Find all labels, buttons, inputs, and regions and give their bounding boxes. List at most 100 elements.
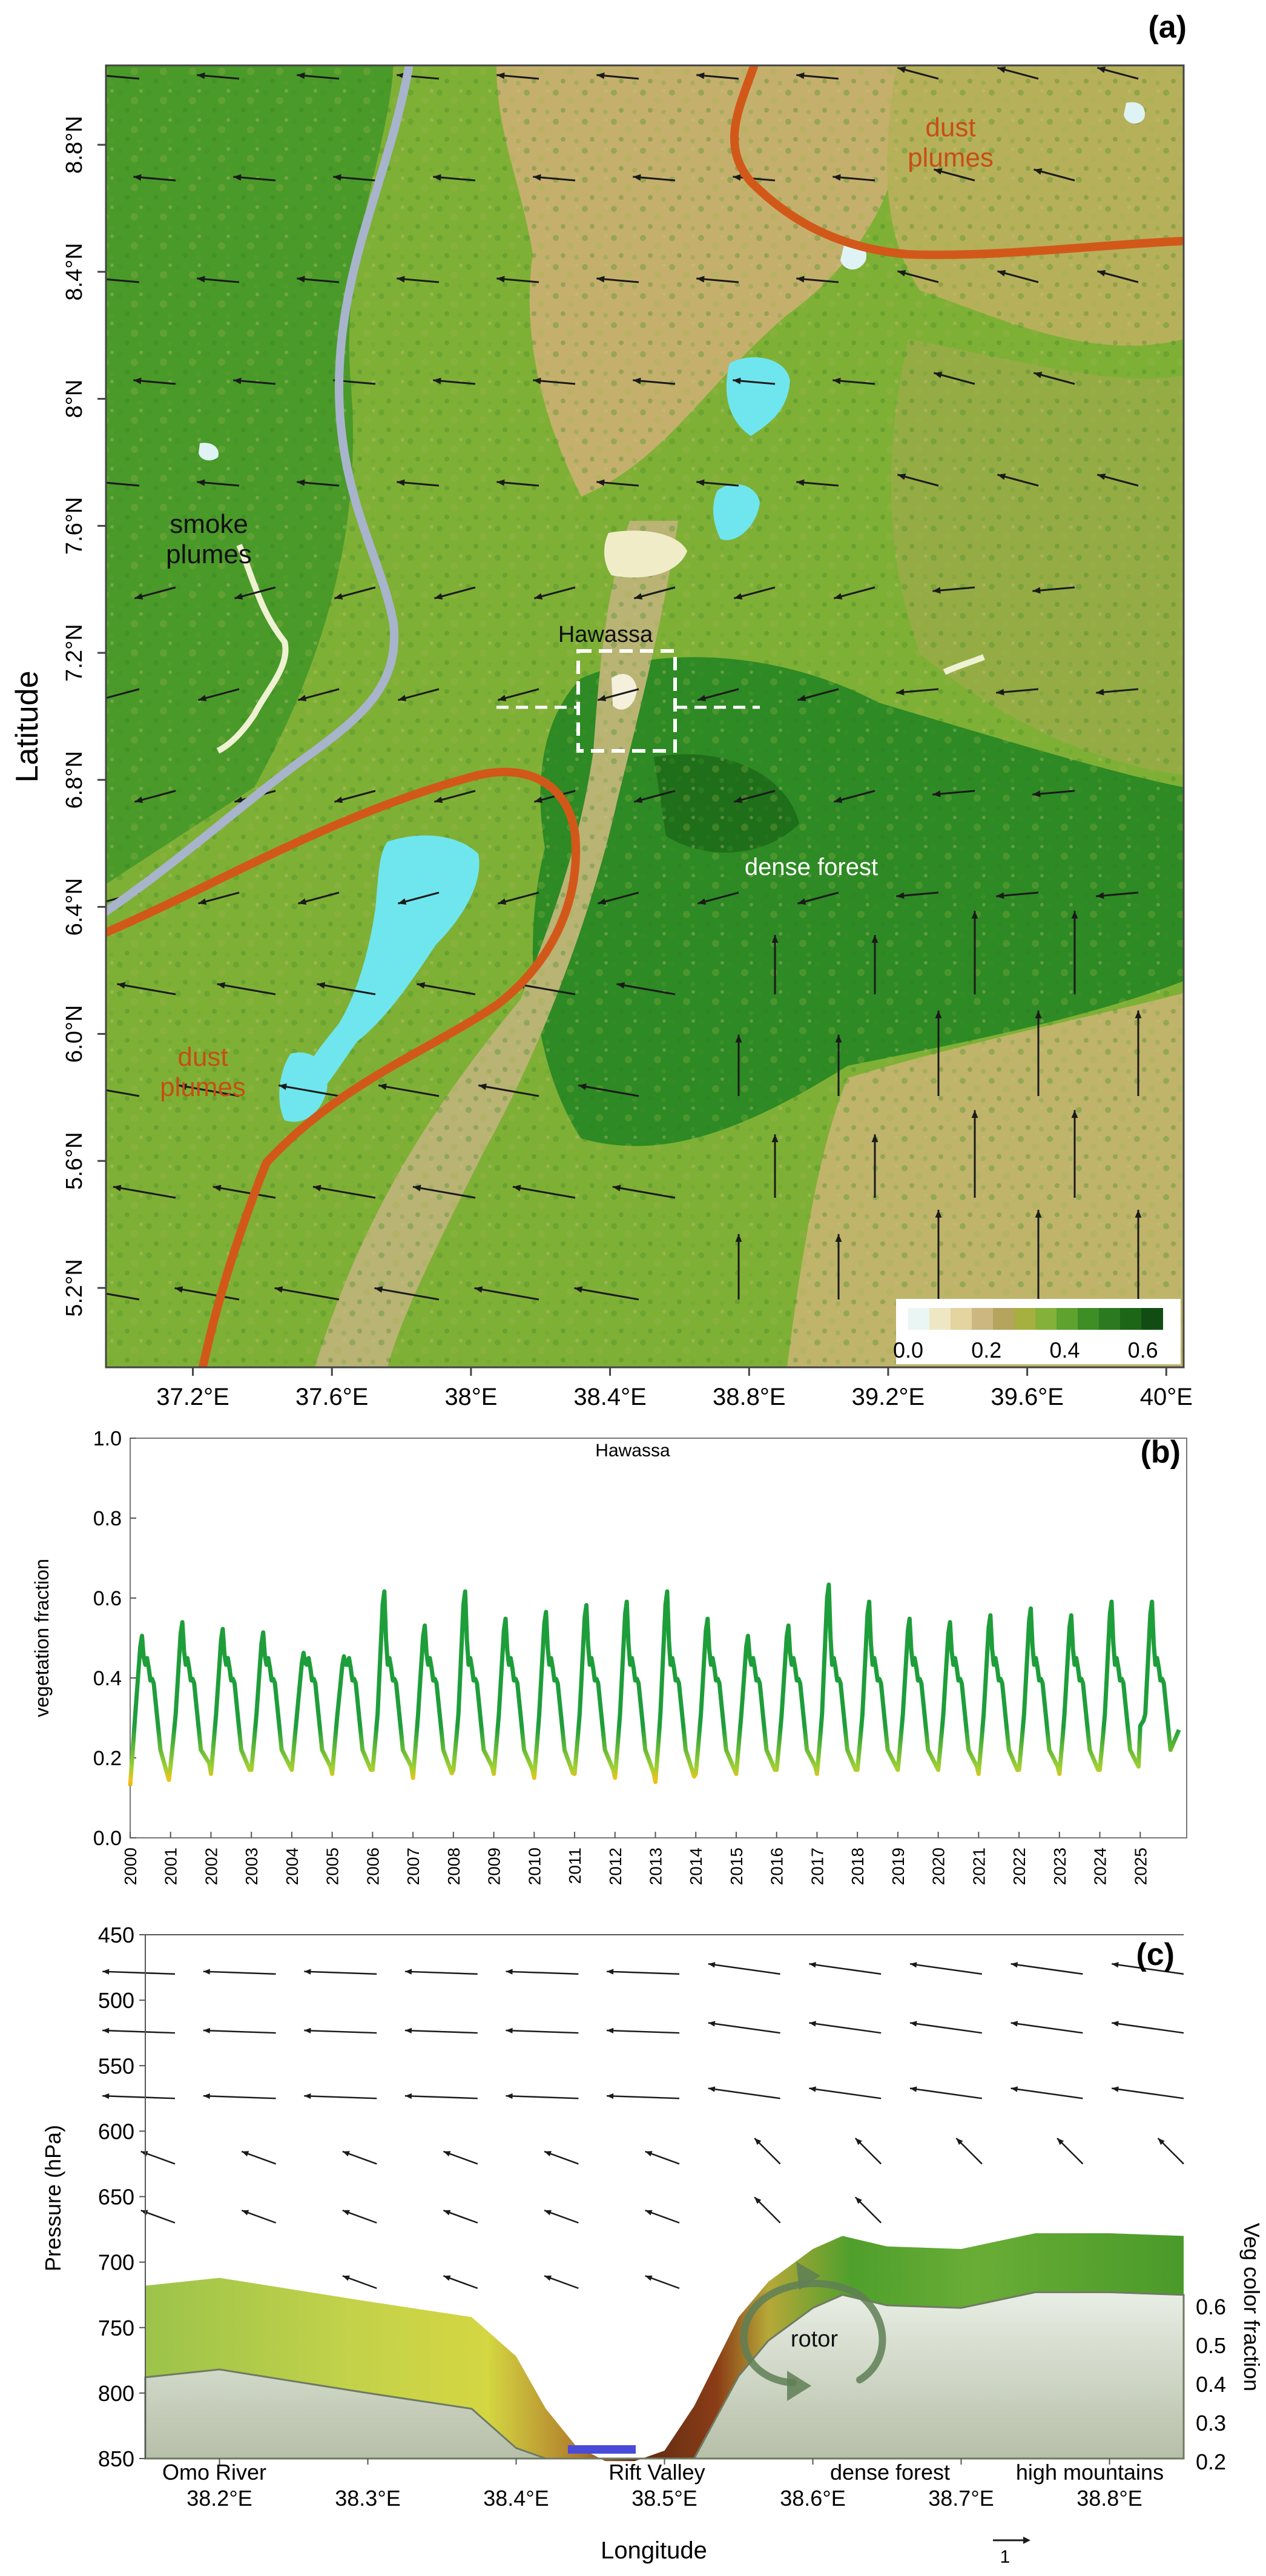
- wind-arrow: [574, 1287, 639, 1301]
- wind-arrowhead: [334, 593, 343, 600]
- wind-arrowhead: [374, 1286, 383, 1293]
- wind-arrowhead: [312, 1184, 321, 1192]
- cross-section-wind-arrowhead: [645, 2151, 653, 2157]
- wind-arrowhead: [412, 1184, 421, 1192]
- wind-arrow: [106, 278, 140, 283]
- cross-section-wind-arrow: [1111, 1963, 1184, 1975]
- wind-arrowhead: [179, 1083, 187, 1091]
- dust-plumes-label-south: dust plumes: [160, 1042, 246, 1102]
- latitude-ticks: 8.8°N 8.4°N 8°N 7.6°N 7.2°N 6.8°N 6.4°N 6.0°N 5.…: [62, 116, 106, 1317]
- cross-section-wind-arrowhead: [506, 2093, 513, 2099]
- cross-section-wind-arrow: [102, 1970, 176, 1975]
- wind-arrowhead: [1034, 168, 1043, 175]
- longitude-tick-label: 38.6°E: [780, 2486, 845, 2511]
- veg-fraction-tick-label: 0.2: [1196, 2449, 1226, 2474]
- timeseries-ytick-label: 1.0: [93, 1427, 122, 1450]
- wind-arrow: [178, 1084, 240, 1097]
- longitude-ticks-c: 38.2°E 38.3°E 38.4°E 38.5°E 38.6°E 38.7°E 38.8…: [186, 2459, 1142, 2511]
- wind-arrow: [312, 1186, 376, 1199]
- wind-arrowhead: [733, 174, 741, 181]
- rotor-arc: [740, 2280, 886, 2386]
- veg-fraction-tick-label: 0.5: [1196, 2333, 1226, 2358]
- longitude-tick-label: 38.8°E: [1076, 2486, 1142, 2511]
- wind-arrow: [474, 1287, 539, 1301]
- timeseries-ytick-label: 0.8: [93, 1507, 122, 1530]
- wind-arrow: [174, 1287, 240, 1301]
- wind-arrowhead: [897, 269, 906, 277]
- timeseries-xtick-label: 2003: [242, 1848, 261, 1885]
- lon-tick-label: 38.8°E: [713, 1384, 786, 1410]
- cross-section-wind-arrowhead: [1057, 2138, 1064, 2145]
- wind-arrowhead: [971, 910, 978, 919]
- cross-section-wind-arrowhead: [855, 2138, 862, 2145]
- panel-c-ylabel2: Veg color fraction: [1239, 2223, 1264, 2391]
- cross-section-wind-arrowhead: [102, 2027, 110, 2034]
- lon-tick-label: 39.6°E: [991, 1384, 1064, 1410]
- dust-boundary-south: [106, 767, 581, 1367]
- timeseries-xtick-label: 2014: [687, 1848, 705, 1885]
- cross-section-wind-arrowhead: [1112, 2086, 1119, 2092]
- cross-section-wind-arrowhead: [909, 1962, 917, 1968]
- panel-c-label: (c): [1136, 1937, 1175, 1972]
- colorbar-swatch: [1141, 1308, 1163, 1330]
- lon-tick-label: 37.2°E: [156, 1384, 229, 1410]
- lake-west: [199, 443, 219, 461]
- panel-a-label: (a): [1148, 10, 1187, 45]
- lake-hawassa: [612, 673, 637, 710]
- lat-tick-label: 5.6°N: [62, 1132, 87, 1189]
- place-high-mountains: high mountains: [1016, 2460, 1164, 2485]
- colorbar-swatch: [908, 1308, 930, 1330]
- cross-section-wind-arrowhead: [909, 2021, 917, 2027]
- wind-arrow: [278, 1084, 340, 1097]
- rotor-arrowhead-bottom: [787, 2371, 811, 2401]
- cross-section-wind-arrow: [404, 1970, 478, 1975]
- cross-section-wind-arrow: [102, 2029, 176, 2034]
- wind-arrowhead: [996, 689, 1004, 696]
- wind-arrowhead: [298, 695, 307, 702]
- wind-arrow: [106, 1089, 140, 1097]
- panel-b: 0.0 0.2 0.4 0.6 0.8 1.0 2000 2001 2002 2003 2004 2…: [0, 1411, 1266, 1920]
- colorbar-tick-label: 0.2: [971, 1338, 1001, 1362]
- wind-arrowhead: [796, 276, 805, 283]
- timeseries-xtick-label: 2022: [1010, 1848, 1029, 1885]
- timeseries-xtick-label: 2010: [525, 1848, 544, 1885]
- cross-section-wind-arrowhead: [544, 2210, 552, 2216]
- timeseries-xtick-label: 2020: [929, 1848, 948, 1885]
- lat-tick-label: 6.8°N: [62, 751, 87, 808]
- timeseries-xtick-label: 2018: [848, 1848, 867, 1885]
- wind-arrowhead: [835, 1034, 842, 1043]
- cross-section-wind-arrow: [506, 2095, 579, 2099]
- colorbar-swatch: [1057, 1308, 1078, 1330]
- wind-arrowhead: [97, 276, 105, 283]
- cross-section-wind-arrowhead: [506, 2027, 513, 2034]
- wind-arrowhead: [498, 898, 507, 905]
- timeseries-xticks: 2000 2001 2002 2003 2004 2005 2006 2007 2008 2009…: [121, 1832, 1150, 1885]
- timeseries-yticks: 0.0 0.2 0.4 0.6 0.8 1.0: [93, 1427, 136, 1850]
- wind-scale-label: 1: [1000, 2547, 1010, 2567]
- cross-section-wind-arrowhead: [242, 2151, 249, 2157]
- wind-arrow: [412, 1186, 476, 1199]
- cross-section-wind-arrow: [304, 2095, 377, 2099]
- colorbar-tick-label: 0.0: [893, 1338, 923, 1362]
- wind-arrowhead: [598, 695, 607, 702]
- panel-c-ylabel: Pressure (hPa): [41, 2125, 65, 2271]
- wind-arrow: [213, 1186, 276, 1199]
- wind-arrowhead: [433, 377, 441, 385]
- wind-arrowhead: [934, 371, 943, 378]
- wind-arrowhead: [634, 593, 643, 600]
- wind-arrow: [317, 983, 376, 996]
- lat-tick-label: 8.4°N: [62, 243, 87, 300]
- cross-section-wind-arrowhead: [304, 1969, 311, 1975]
- wind-arrowhead: [633, 174, 641, 181]
- wind-arrowhead: [297, 479, 305, 486]
- wind-arrowhead: [298, 898, 307, 905]
- lake-chamo: [279, 1052, 328, 1122]
- wind-arrowhead: [896, 892, 905, 899]
- wind-arrowhead: [496, 479, 505, 486]
- cross-section-wind-arrowhead: [203, 2093, 210, 2099]
- cross-section-wind-arrowhead: [607, 2027, 614, 2034]
- timeseries-xtick-label: 2017: [808, 1848, 826, 1885]
- wind-arrowhead: [997, 473, 1006, 480]
- dust-boundary-north: [730, 65, 1184, 259]
- wind-arrow: [578, 1084, 639, 1097]
